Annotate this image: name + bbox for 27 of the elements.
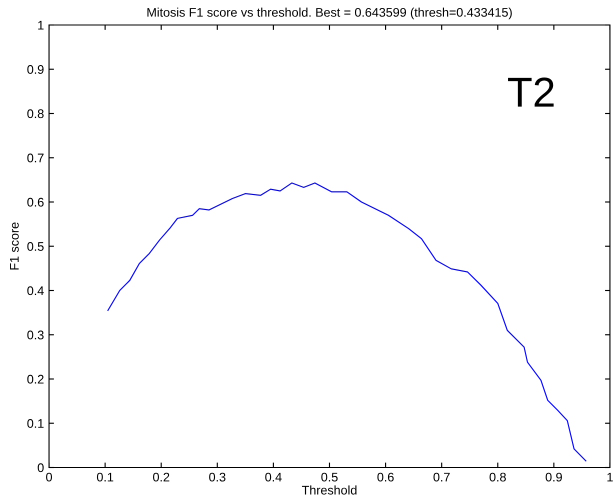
- y-tick-label: 0.2: [27, 374, 44, 384]
- x-tick-label: 0.8: [490, 472, 506, 482]
- x-axis-title: Threshold: [302, 485, 356, 495]
- y-tick-label: 0.1: [27, 419, 44, 428]
- y-tick-label: 0.9: [27, 65, 44, 74]
- y-tick-label: 0.8: [27, 109, 44, 118]
- annotation: T2: [508, 77, 554, 107]
- x-tick-label: 1: [607, 472, 613, 482]
- x-tick-label: 0.2: [153, 472, 170, 482]
- x-tick-label: 0.4: [265, 472, 282, 482]
- x-tick-label: 0: [46, 472, 52, 482]
- y-tick-label: 0.5: [27, 242, 44, 251]
- x-tick-label: 0.5: [321, 472, 338, 482]
- y-tick-label: 0.7: [27, 154, 44, 162]
- y-axis-title: F1 score: [10, 222, 19, 270]
- y-tick-label: 0.4: [27, 286, 44, 296]
- x-tick-label: 0.7: [433, 472, 450, 482]
- y-tick-label: 0.3: [27, 330, 44, 340]
- y-tick-label: 0.6: [27, 198, 44, 207]
- x-tick-label: 0.6: [377, 472, 394, 482]
- y-tick-label: 0: [38, 463, 44, 472]
- x-tick-label: 0.3: [209, 472, 226, 482]
- x-tick-label: 0.9: [546, 472, 562, 482]
- chart-title: Mitosis F1 score vs threshold. Best = 0.643599 (thresh=0.433415): [147, 8, 512, 20]
- x-tick-label: 0.1: [96, 472, 114, 482]
- y-tick-label: 1: [38, 20, 44, 30]
- line-series: [107, 182, 586, 462]
